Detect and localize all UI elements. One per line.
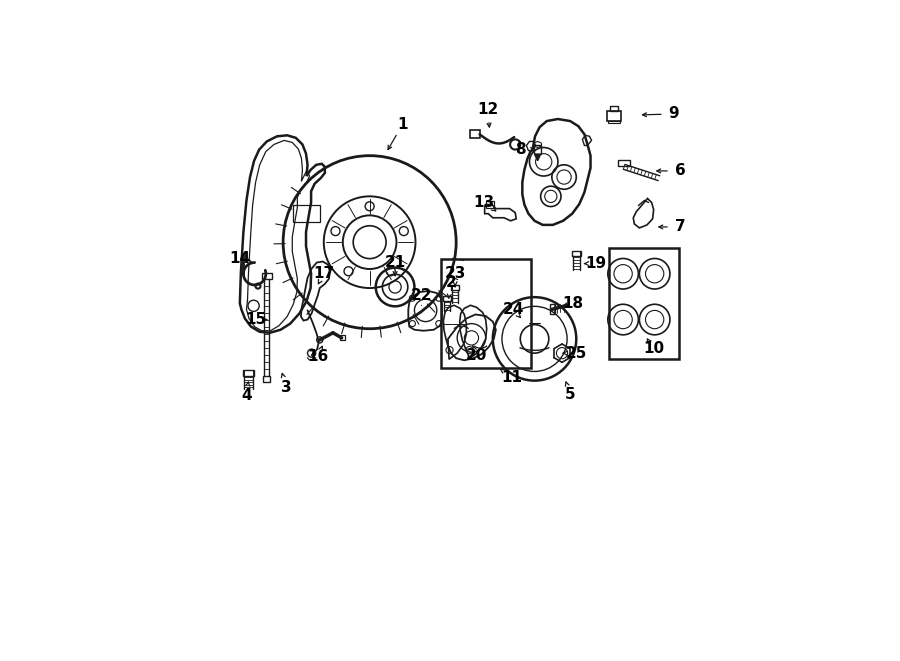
Text: 23: 23	[445, 266, 466, 281]
Bar	[534, 145, 541, 154]
Text: 13: 13	[473, 195, 495, 210]
Text: 2: 2	[446, 276, 456, 290]
Text: 24: 24	[502, 302, 524, 317]
Text: 15: 15	[245, 312, 266, 327]
Bar	[486, 202, 494, 208]
Text: 7: 7	[675, 219, 686, 235]
Text: 1: 1	[398, 116, 408, 132]
Text: 19: 19	[585, 256, 607, 271]
Bar	[608, 121, 620, 123]
Bar	[264, 375, 270, 381]
Bar	[243, 370, 254, 375]
Text: 5: 5	[565, 387, 575, 403]
Text: 18: 18	[562, 295, 584, 311]
Bar	[340, 335, 346, 340]
Text: 21: 21	[384, 255, 406, 270]
Text: 12: 12	[477, 102, 499, 118]
Text: 22: 22	[410, 288, 432, 303]
Text: 20: 20	[466, 348, 487, 363]
Text: 9: 9	[669, 106, 680, 122]
Bar	[443, 296, 451, 301]
Text: 14: 14	[230, 251, 251, 266]
Text: 25: 25	[565, 346, 587, 361]
Bar	[262, 273, 272, 279]
Text: 11: 11	[501, 369, 523, 385]
Polygon shape	[535, 154, 541, 161]
Text: 6: 6	[675, 163, 686, 178]
Text: 10: 10	[644, 340, 664, 356]
Bar	[609, 249, 680, 360]
Text: 3: 3	[281, 380, 292, 395]
Bar	[441, 259, 532, 368]
Bar	[293, 204, 320, 222]
Bar	[451, 285, 459, 290]
Bar	[607, 111, 621, 121]
Text: 8: 8	[515, 142, 526, 157]
Bar	[610, 106, 618, 111]
Bar	[618, 160, 630, 166]
Text: 4: 4	[241, 389, 252, 403]
Text: 16: 16	[307, 349, 328, 364]
Bar	[471, 130, 480, 138]
Bar	[550, 304, 555, 315]
Text: 17: 17	[313, 266, 335, 281]
Bar	[572, 251, 580, 256]
